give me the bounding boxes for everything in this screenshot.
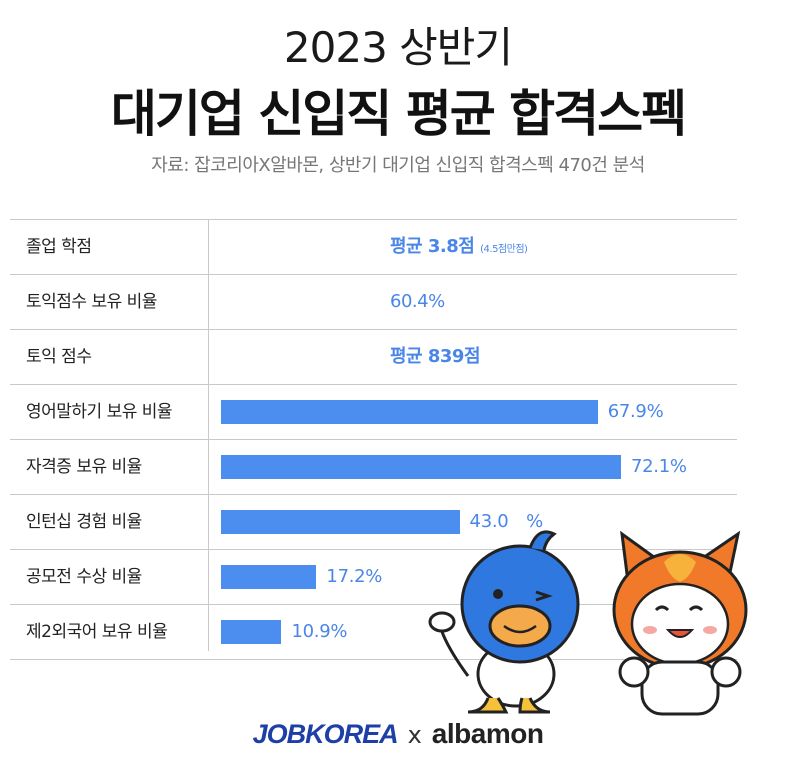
orange-cat-mascot-icon bbox=[612, 530, 748, 716]
bar bbox=[221, 565, 317, 589]
table-row: 인턴십 경험 비율 43.0 % bbox=[10, 494, 737, 549]
bar-rows: 영어말하기 보유 비율 67.9% 자격증 보유 비율 72.1% 인턴십 경험 비율 4… bbox=[10, 384, 737, 660]
column-divider bbox=[208, 219, 209, 651]
table-row: 제2외국어 보유 비율 10.9% bbox=[10, 604, 737, 660]
row-value-text: 평균 3.8점 bbox=[390, 236, 475, 257]
row-label: 공모전 수상 비율 bbox=[26, 567, 142, 587]
title-line1: 2023 상반기 bbox=[283, 23, 513, 72]
row-label: 토익 점수 bbox=[26, 347, 92, 367]
row-value: 60.4% bbox=[390, 291, 445, 312]
bar-value-label: 10.9% bbox=[291, 621, 348, 642]
table-row: 졸업 학점 평균 3.8점 (4.5점만점) bbox=[10, 219, 737, 274]
albamon-logo: albamon bbox=[431, 718, 544, 749]
title-line2: 대기업 신입직 평균 합격스펙 bbox=[110, 85, 687, 143]
bar-value-label: 43.0 % bbox=[469, 511, 544, 532]
row-value-note: (4.5점만점) bbox=[480, 244, 528, 255]
bar-value-label: 67.9% bbox=[607, 401, 664, 422]
bar bbox=[221, 455, 621, 479]
logo-bar: JOBKOREA x albamon bbox=[0, 718, 796, 750]
row-label: 영어말하기 보유 비율 bbox=[26, 402, 173, 422]
table-row: 토익 점수 평균 839점 bbox=[10, 329, 737, 384]
row-label: 토익점수 보유 비율 bbox=[26, 292, 157, 312]
row-label: 졸업 학점 bbox=[26, 237, 92, 257]
row-label: 인턴십 경험 비율 bbox=[26, 512, 142, 532]
bar-value-label: 17.2% bbox=[326, 566, 383, 587]
bar bbox=[221, 620, 282, 644]
spec-table: 졸업 학점 평균 3.8점 (4.5점만점) 토익점수 보유 비율 60.4% … bbox=[10, 219, 737, 660]
table-row: 토익점수 보유 비율 60.4% bbox=[10, 274, 737, 329]
table-row: 자격증 보유 비율 72.1% bbox=[10, 439, 737, 494]
blue-bird-mascot-icon bbox=[428, 530, 580, 714]
row-label: 자격증 보유 비율 bbox=[26, 457, 142, 477]
row-value: 평균 3.8점 (4.5점만점) bbox=[390, 220, 528, 274]
logo-separator: x bbox=[407, 721, 422, 749]
row-label: 제2외국어 보유 비율 bbox=[26, 622, 168, 642]
table-row: 영어말하기 보유 비율 67.9% bbox=[10, 384, 737, 439]
source-note: 자료: 잡코리아X알바몬, 상반기 대기업 신입직 합격스펙 470건 분석 bbox=[151, 155, 645, 176]
table-row: 공모전 수상 비율 17.2% bbox=[10, 549, 737, 604]
row-value: 평균 839점 bbox=[390, 346, 481, 367]
bar bbox=[221, 400, 598, 424]
jobkorea-logo: JOBKOREA bbox=[252, 719, 399, 749]
mascot-illustration bbox=[428, 530, 748, 716]
bar-value-label: 72.1% bbox=[631, 456, 687, 477]
bar bbox=[221, 510, 460, 534]
